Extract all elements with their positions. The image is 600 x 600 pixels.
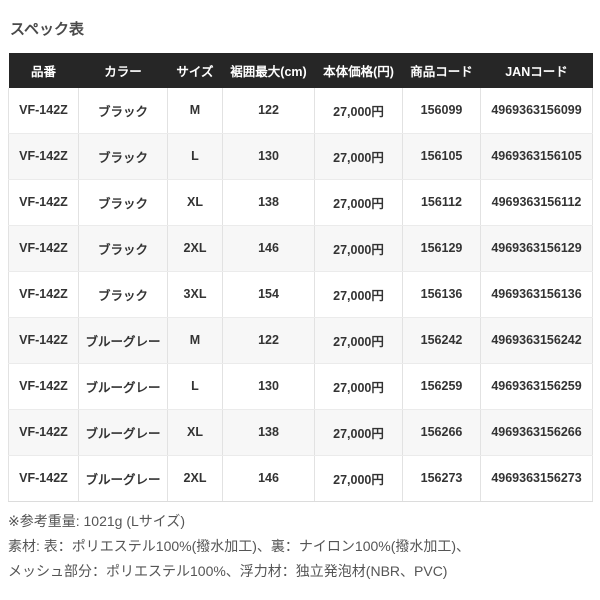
column-header-color: カラー (78, 52, 168, 88)
cell-size: XL (167, 179, 223, 226)
cell-code: 156242 (402, 317, 481, 364)
spec-table-title: スペック表 (10, 21, 84, 38)
table-row: VF-142Z ブルーグレー M 122 27,000円 156242 4969363156… (8, 317, 593, 364)
cell-price: 27,000円 (314, 363, 403, 410)
cell-color: ブラック (78, 133, 168, 180)
cell-size: L (167, 363, 223, 410)
cell-hinban: VF-142Z (8, 317, 79, 364)
table-row: VF-142Z ブルーグレー 2XL 146 27,000円 156273 49693631… (8, 455, 593, 502)
cell-hinban: VF-142Z (8, 271, 79, 318)
cell-hinban: VF-142Z (8, 409, 79, 456)
cell-hinban: VF-142Z (8, 455, 79, 502)
spec-section: スペック表 品番 カラー サイズ 裾囲最大(cm) 本体価格(円) 商品コード JANコード… (8, 21, 593, 584)
cell-price: 27,000円 (314, 317, 403, 364)
cell-hem: 154 (222, 271, 315, 318)
cell-size: 3XL (167, 271, 223, 318)
cell-jan: 4969363156136 (480, 271, 593, 318)
cell-hinban: VF-142Z (8, 225, 79, 272)
cell-hinban: VF-142Z (8, 179, 79, 226)
cell-jan: 4969363156129 (480, 225, 593, 272)
column-header-hem: 裾囲最大(cm) (222, 52, 315, 88)
cell-jan: 4969363156105 (480, 133, 593, 180)
cell-price: 27,000円 (314, 87, 403, 134)
cell-code: 156129 (402, 225, 481, 272)
cell-color: ブルーグレー (78, 409, 168, 456)
table-row: VF-142Z ブルーグレー XL 138 27,000円 156266 496936315… (8, 409, 593, 456)
cell-size: M (167, 87, 223, 134)
cell-color: ブラック (78, 225, 168, 272)
cell-price: 27,000円 (314, 133, 403, 180)
column-header-size: サイズ (167, 52, 223, 88)
cell-price: 27,000円 (314, 455, 403, 502)
cell-color: ブラック (78, 179, 168, 226)
cell-hem: 138 (222, 179, 315, 226)
cell-jan: 4969363156259 (480, 363, 593, 410)
cell-price: 27,000円 (314, 225, 403, 272)
column-header-hinban: 品番 (8, 52, 79, 88)
cell-hem: 130 (222, 133, 315, 180)
cell-hem: 146 (222, 225, 315, 272)
cell-hinban: VF-142Z (8, 133, 79, 180)
cell-color: ブラック (78, 271, 168, 318)
cell-code: 156112 (402, 179, 481, 226)
cell-size: M (167, 317, 223, 364)
table-row: VF-142Z ブラック 3XL 154 27,000円 156136 4969363156… (8, 271, 593, 318)
cell-price: 27,000円 (314, 271, 403, 318)
spec-table: 品番 カラー サイズ 裾囲最大(cm) 本体価格(円) 商品コード JANコード VF-14… (8, 52, 593, 502)
note-reference-weight: ※参考重量: 1021g (Lサイズ) (8, 512, 186, 529)
table-header-row: 品番 カラー サイズ 裾囲最大(cm) 本体価格(円) 商品コード JANコード (8, 52, 593, 88)
spec-notes: ※参考重量: 1021g (Lサイズ) 素材: 表：ポリエステル100%(撥水加… (8, 509, 592, 584)
cell-hem: 122 (222, 87, 315, 134)
cell-code: 156259 (402, 363, 481, 410)
note-material-line2: メッシュ部分：ポリエステル100%、浮力材：独立発泡材(NBR、PVC) (8, 562, 448, 579)
cell-color: ブルーグレー (78, 455, 168, 502)
table-row: VF-142Z ブラック 2XL 146 27,000円 156129 4969363156… (8, 225, 593, 272)
cell-size: XL (167, 409, 223, 456)
cell-code: 156105 (402, 133, 481, 180)
cell-price: 27,000円 (314, 409, 403, 456)
table-body: VF-142Z ブラック M 122 27,000円 156099 496936315609… (8, 87, 593, 502)
cell-jan: 4969363156112 (480, 179, 593, 226)
cell-jan: 4969363156273 (480, 455, 593, 502)
cell-code: 156136 (402, 271, 481, 318)
column-header-price: 本体価格(円) (314, 52, 403, 88)
cell-hem: 122 (222, 317, 315, 364)
cell-color: ブルーグレー (78, 317, 168, 364)
cell-color: ブラック (78, 87, 168, 134)
cell-jan: 4969363156242 (480, 317, 593, 364)
column-header-code: 商品コード (402, 52, 481, 88)
table-row: VF-142Z ブラック M 122 27,000円 156099 496936315609… (8, 87, 593, 134)
cell-hem: 130 (222, 363, 315, 410)
cell-code: 156099 (402, 87, 481, 134)
cell-jan: 4969363156266 (480, 409, 593, 456)
cell-size: L (167, 133, 223, 180)
cell-code: 156266 (402, 409, 481, 456)
column-header-jan: JANコード (480, 52, 593, 88)
table-row: VF-142Z ブルーグレー L 130 27,000円 156259 4969363156… (8, 363, 593, 410)
cell-size: 2XL (167, 225, 223, 272)
cell-hem: 138 (222, 409, 315, 456)
table-row: VF-142Z ブラック XL 138 27,000円 156112 49693631561… (8, 179, 593, 226)
cell-code: 156273 (402, 455, 481, 502)
cell-jan: 4969363156099 (480, 87, 593, 134)
cell-size: 2XL (167, 455, 223, 502)
cell-hem: 146 (222, 455, 315, 502)
cell-color: ブルーグレー (78, 363, 168, 410)
note-material-line1: 素材: 表：ポリエステル100%(撥水加工)、裏：ナイロン100%(撥水加工)、 (8, 537, 471, 554)
cell-hinban: VF-142Z (8, 363, 79, 410)
cell-price: 27,000円 (314, 179, 403, 226)
table-row: VF-142Z ブラック L 130 27,000円 156105 496936315610… (8, 133, 593, 180)
cell-hinban: VF-142Z (8, 87, 79, 134)
